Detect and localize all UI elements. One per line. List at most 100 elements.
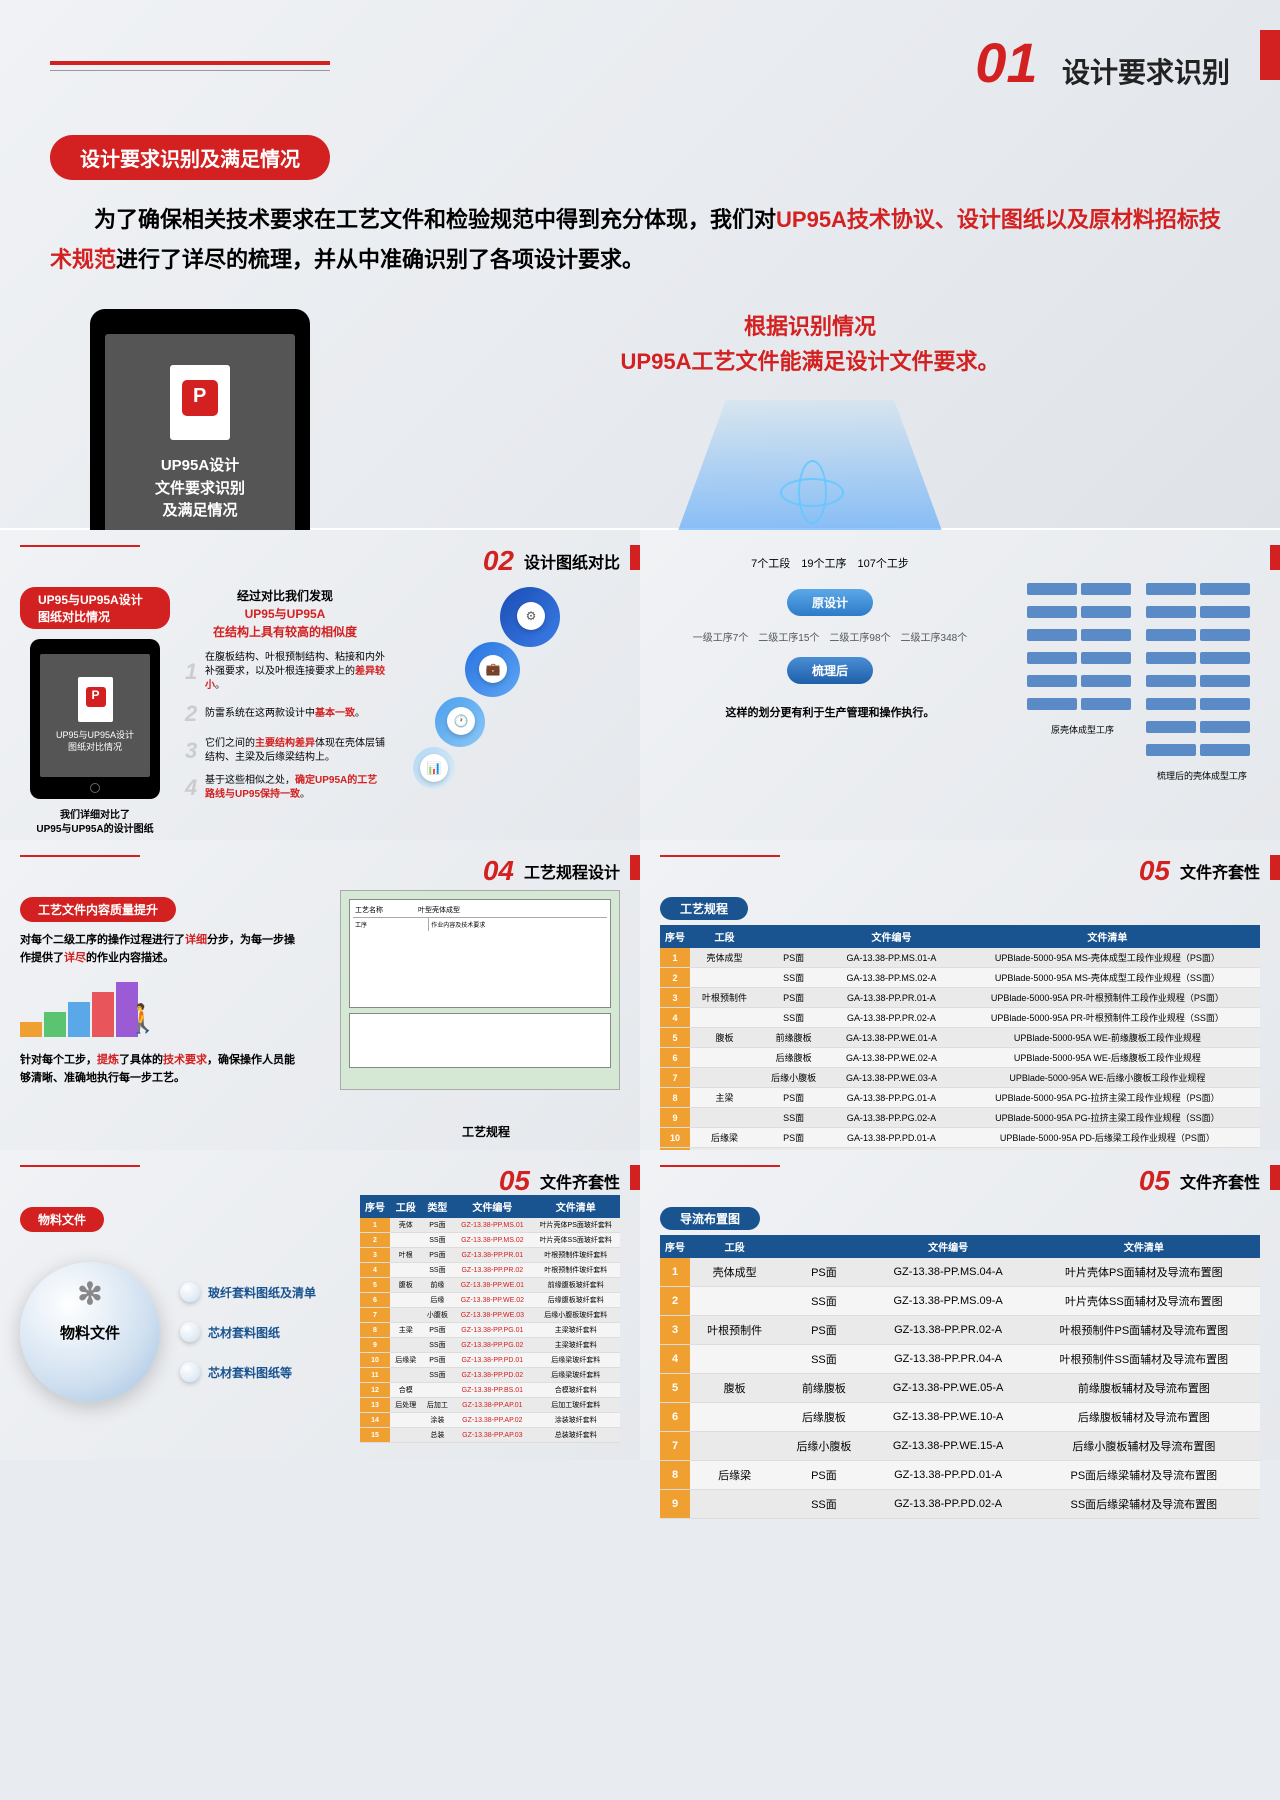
bullet-icon — [180, 1282, 200, 1302]
finding-item: 3它们之间的主要结构差异体现在壳体层铺结构、主梁及后缘梁结构上。 — [185, 736, 385, 767]
item-label: 玻纤套料图纸及清单 — [208, 1284, 316, 1301]
sphere-label: 物料文件 — [60, 1322, 120, 1343]
row-number: 1 — [660, 1258, 690, 1287]
tablet-screen: UP95A设计文件要求识别及满足情况 — [105, 334, 295, 554]
flowchart-after: 梳理后的壳体成型工序 — [1144, 580, 1259, 782]
pill-original: 原设计 — [787, 589, 873, 616]
table-cell: GZ-13.38-PP.PD.02-A — [869, 1490, 1028, 1519]
row-number: 1 — [660, 948, 690, 968]
table-row: 4SS面GA-13.38-PP.PR.02-AUPBlade-5000-95A … — [660, 1008, 1260, 1028]
table-cell: 叶片壳体SS面辅材及导流布置图 — [1028, 1287, 1260, 1316]
table-cell: 前缘腹板 — [759, 1028, 828, 1048]
slide-header: 05 文件齐套性 — [660, 855, 1260, 887]
material-item: 玻纤套料图纸及清单 — [180, 1282, 316, 1302]
row-number: 4 — [660, 1008, 690, 1028]
table-row: 5腹板前缘腹板GZ-13.38-PP.WE.05-A前缘腹板辅材及导流布置图 — [660, 1374, 1260, 1403]
table-cell — [690, 1345, 779, 1374]
table-header: 序号 — [660, 925, 690, 948]
table-cell — [690, 1068, 759, 1088]
table-header — [779, 1235, 868, 1258]
table-cell: GA-13.38-PP.WE.01-A — [828, 1028, 955, 1048]
conclusion: 这样的划分更有利于生产管理和操作执行。 — [660, 704, 1000, 720]
flow-center: 原设计 一级工序7个 二级工序15个 二级工序98个 二级工序348个 梳理后 … — [660, 581, 1000, 720]
body: UP95与UP95A设计图纸对比情况 UP95与UP95A设计图纸对比情况 我们… — [20, 587, 620, 837]
table-cell: 壳体成型 — [690, 948, 759, 968]
stats-line: 7个工段 19个工序 107个工步 — [660, 555, 1000, 571]
accent-bar — [1260, 30, 1280, 80]
table-cell: PS面 — [759, 988, 828, 1008]
document-icon — [78, 677, 113, 722]
row-number: 7 — [660, 1068, 690, 1088]
table-cell: 后缘梁 — [690, 1461, 779, 1490]
item-label: 芯材套料图纸等 — [208, 1364, 292, 1381]
slide-4-right: 05 文件齐套性 导流布置图 序号工段文件编号文件清单1壳体成型PS面GZ-13… — [640, 1150, 1280, 1460]
bullet-icon — [180, 1322, 200, 1342]
atom-icon — [780, 460, 840, 520]
table-cell: 壳体成型 — [690, 1258, 779, 1287]
text-1: 对每个二级工序的操作过程进行了详细分步，为每一步操作提供了详尽的作业内容描述。 — [20, 932, 300, 967]
fc-label-1: 原壳体成型工序 — [1025, 723, 1140, 736]
accent-bar — [630, 855, 640, 880]
slide-header: 04 工艺规程设计 — [20, 855, 620, 887]
left-content: 工艺文件内容质量提升 对每个二级工序的操作过程进行了详细分步，为每一步操作提供了… — [20, 897, 300, 1087]
table-cell: PS面 — [779, 1461, 868, 1490]
slide-number: 01 — [975, 31, 1037, 94]
table-cell: 叶根预制件 — [690, 1316, 779, 1345]
stairs-graphic — [20, 982, 300, 1037]
table-cell: GA-13.38-PP.PR.02-A — [828, 1008, 955, 1028]
table-cell: 前缘腹板 — [779, 1374, 868, 1403]
item-text: 它们之间的主要结构差异体现在壳体层铺结构、主梁及后缘梁结构上。 — [205, 737, 385, 765]
document-preview: 工艺名称 叶型壳体成型 工序作业内容及技术要求 — [340, 890, 620, 1090]
table-cell: SS面 — [779, 1490, 868, 1519]
table-cell: 腹板 — [690, 1028, 759, 1048]
briefcase-icon: 💼 — [479, 655, 507, 683]
item-number: 1 — [185, 657, 205, 688]
row-number: 8 — [660, 1461, 690, 1490]
item-number: 4 — [185, 773, 205, 804]
table-cell: GA-13.38-PP.MS.01-A — [828, 948, 955, 968]
table-cell: UPBlade-5000-95A WE-前缘腹板工段作业规程 — [955, 1028, 1260, 1048]
table-cell: 主梁 — [690, 1088, 759, 1108]
table-header: 序号 — [660, 1235, 690, 1258]
table-header: 文件编号 — [869, 1235, 1028, 1258]
section-pill: 物料文件 — [20, 1207, 104, 1232]
slide-title: 文件齐套性 — [1180, 1169, 1260, 1193]
flow-column: 7个工段 19个工序 107个工步 原设计 一级工序7个 二级工序15个 二级工… — [660, 555, 1000, 720]
tablet-screen: UP95与UP95A设计图纸对比情况 — [40, 654, 150, 777]
row-number: 2 — [660, 968, 690, 988]
pill-after: 梳理后 — [787, 657, 873, 684]
row-number: 8 — [660, 1088, 690, 1108]
table-cell: UPBlade-5000-95A WE-后缘小腹板工段作业规程 — [955, 1068, 1260, 1088]
table-cell: GZ-13.38-PP.PD.01-A — [869, 1461, 1028, 1490]
table-cell: GZ-13.38-PP.MS.09-A — [869, 1287, 1028, 1316]
table-row: 8主梁PS面GA-13.38-PP.PG.01-AUPBlade-5000-95… — [660, 1088, 1260, 1108]
stats-row: 一级工序7个 二级工序15个 二级工序98个 二级工序348个 — [660, 629, 1000, 644]
table-cell — [690, 1287, 779, 1316]
doc-table: 工艺名称 叶型壳体成型 工序作业内容及技术要求 — [349, 899, 611, 1008]
item-text: 防雷系统在这两款设计中基本一致。 — [205, 707, 385, 721]
table-header: 工段 — [690, 925, 759, 948]
slide-header: 01 设计要求识别 — [50, 30, 1230, 95]
table-cell — [690, 1432, 779, 1461]
section-pill: 工艺文件内容质量提升 — [20, 897, 176, 922]
conclusion-line-1: 根据识别情况 — [390, 309, 1230, 344]
chart-icon: 📊 — [420, 754, 448, 782]
table-cell: UPBlade-5000-95A PR-叶根预制件工段作业规程（SS面） — [955, 1008, 1260, 1028]
summary-head: 经过对比我们发现 UP95与UP95A在结构上具有较高的相似度 — [185, 587, 385, 641]
table-cell: UPBlade-5000-95A PD-后缘梁工段作业规程（PS面） — [955, 1128, 1260, 1148]
accent-bar — [1270, 855, 1280, 880]
slide-number: 05 — [1139, 1165, 1170, 1197]
table-header — [759, 925, 828, 948]
item-number: 3 — [185, 736, 205, 767]
head-highlight: UP95与UP95A在结构上具有较高的相似度 — [213, 607, 357, 639]
caption: 我们详细对比了UP95与UP95A的设计图纸 — [20, 809, 170, 837]
table-cell: UPBlade-5000-95A MS-壳体成型工段作业规程（PS面） — [955, 948, 1260, 968]
table-row: 3叶根预制件PS面GA-13.38-PP.PR.01-AUPBlade-5000… — [660, 988, 1260, 1008]
row-number: 9 — [660, 1490, 690, 1519]
row-number: 6 — [660, 1048, 690, 1068]
sphere-graphic: 物料文件 — [20, 1262, 160, 1402]
flowchart-before: 原壳体成型工序 — [1025, 580, 1140, 736]
table-cell: GA-13.38-PP.PR.01-A — [828, 988, 955, 1008]
table-cell: GZ-13.38-PP.WE.10-A — [869, 1403, 1028, 1432]
item-text: 基于这些相似之处，确定UP95A的工艺路线与UP95保持一致。 — [205, 774, 385, 802]
